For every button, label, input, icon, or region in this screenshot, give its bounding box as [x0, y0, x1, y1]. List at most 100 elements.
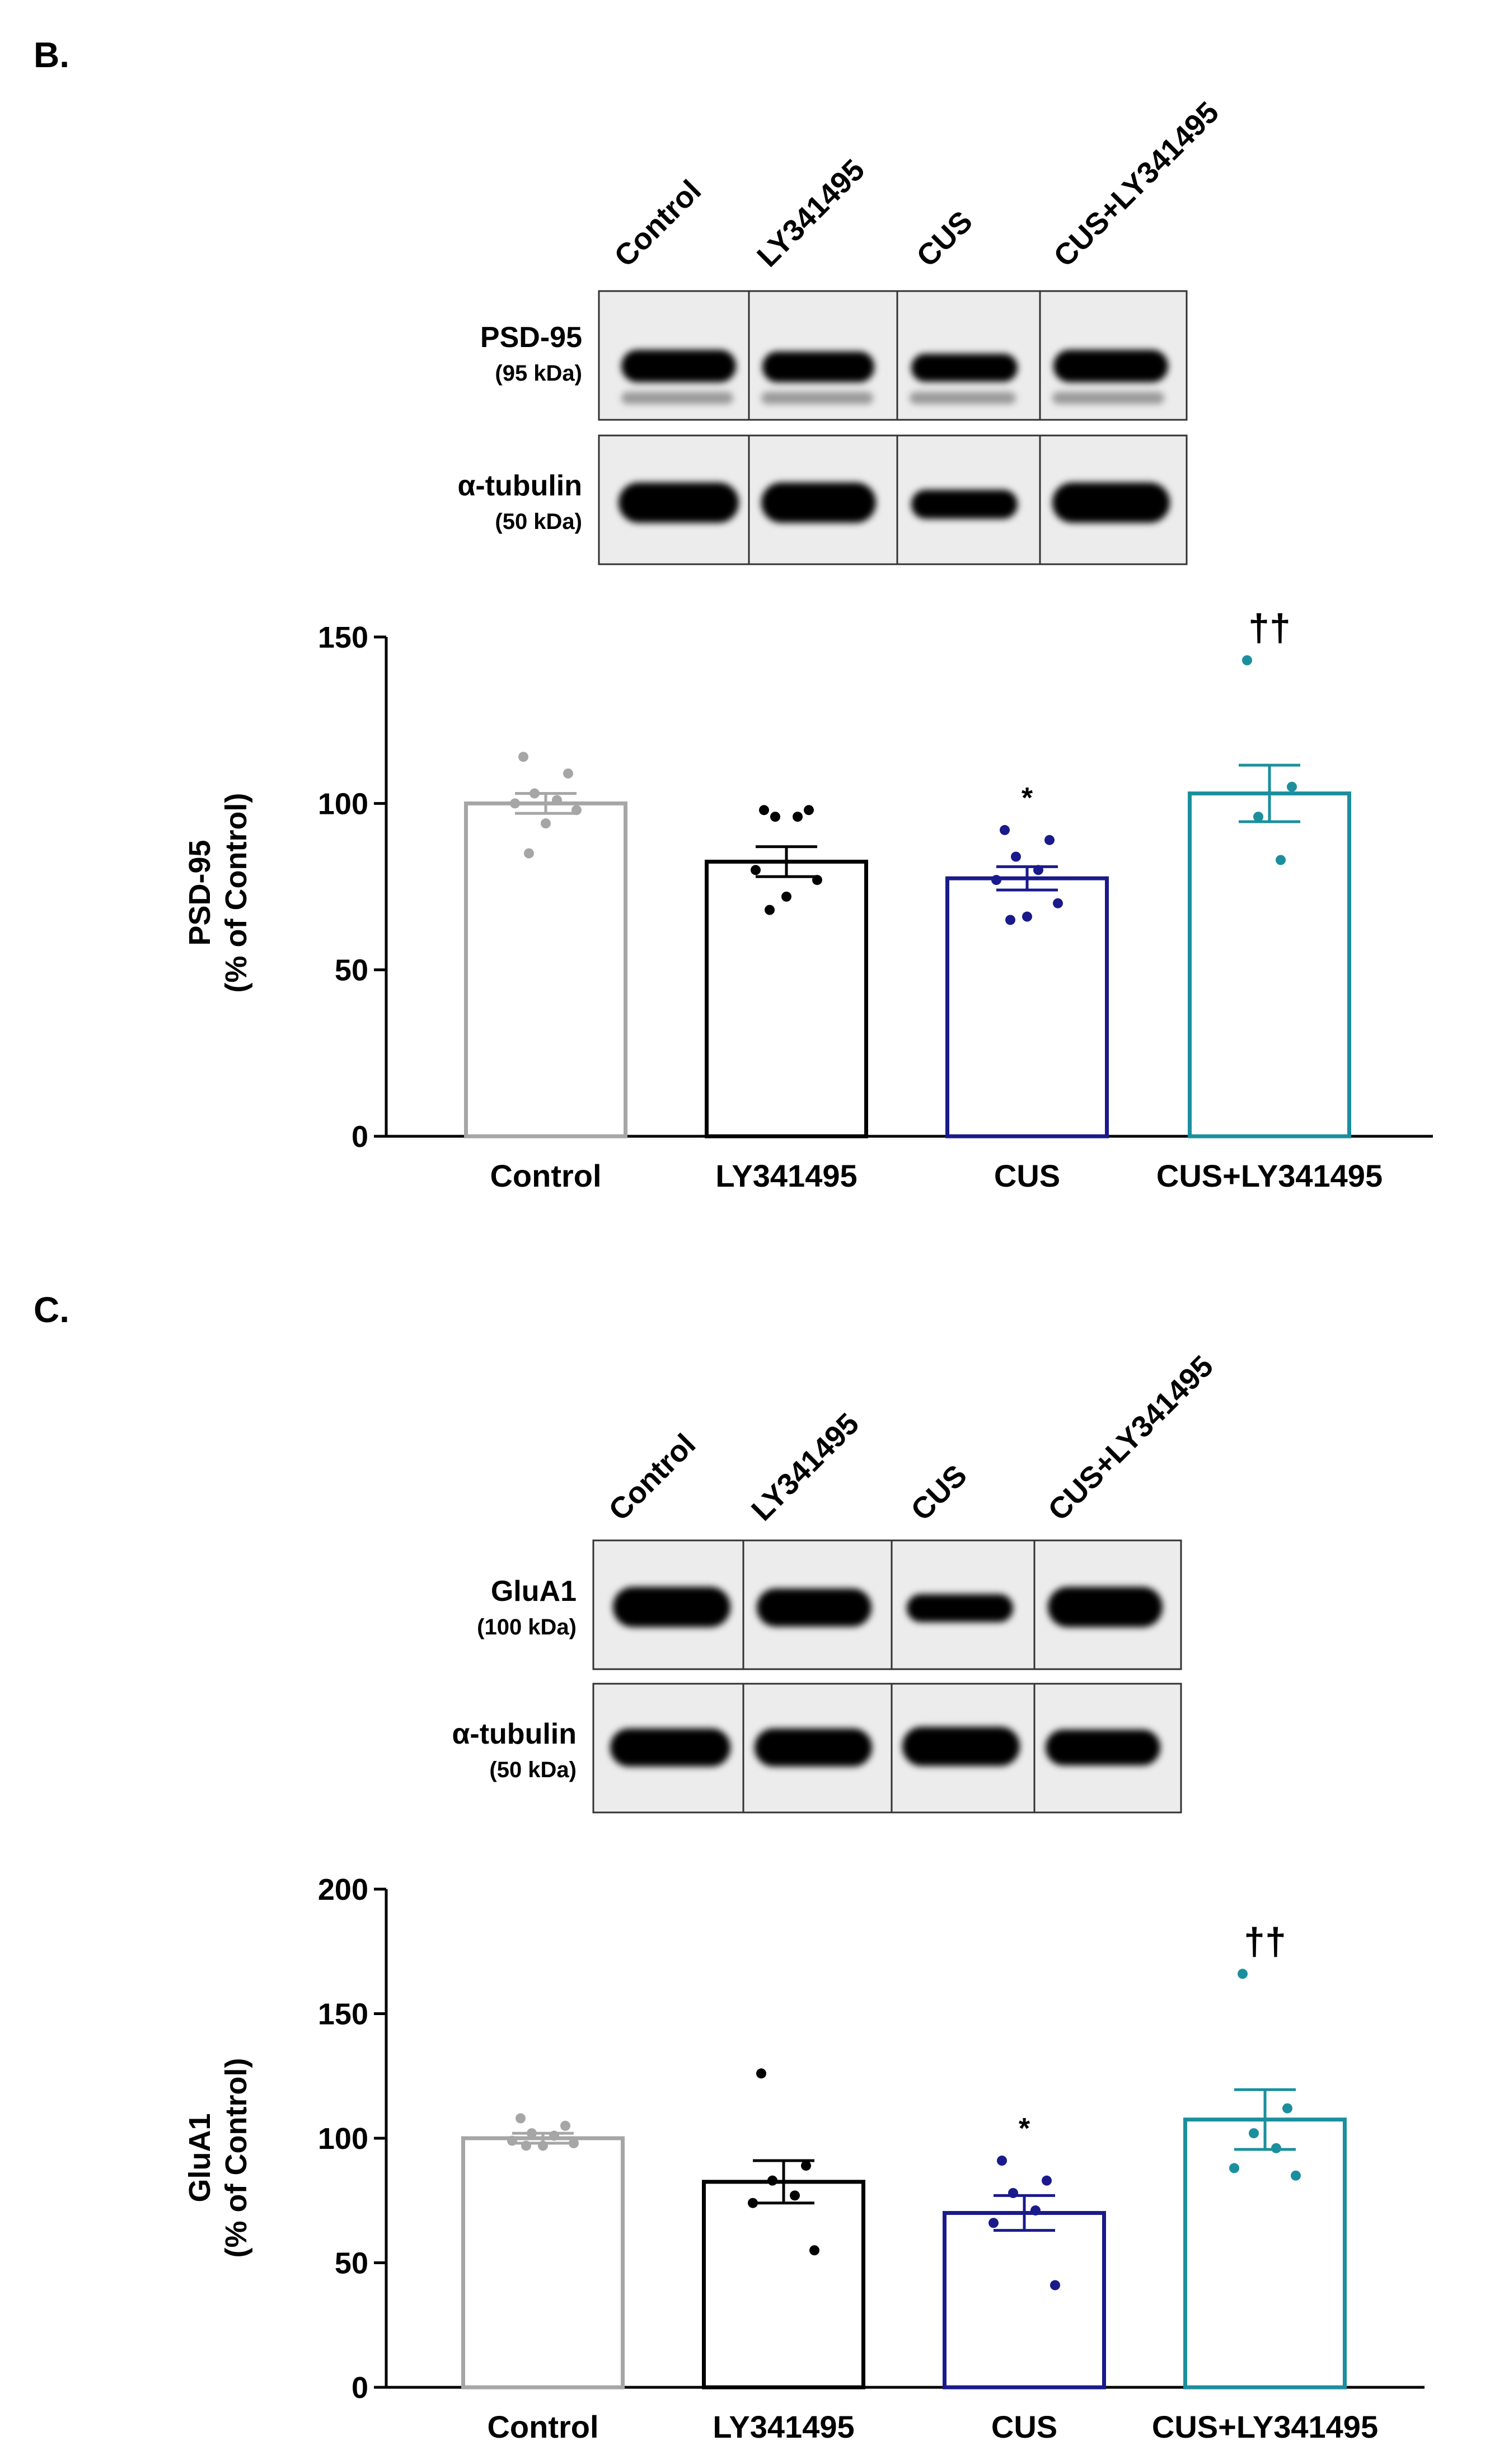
panel-b-lane-labels: Control LY341495 CUS CUS+LY341495	[608, 95, 1225, 273]
panel-c-y-tick-label: 0	[352, 2371, 368, 2405]
panel-c-x-tick-label: CUS	[991, 2409, 1057, 2444]
panel-b-x-tick-label: CUS+LY341495	[1156, 1158, 1383, 1193]
panel-c-letter: C.	[34, 1290, 69, 1330]
panel-b-blot-psd95: PSD-95 (95 kDa)	[480, 290, 1188, 421]
panel-b-data-point	[552, 795, 562, 805]
panel-b-data-point	[1053, 898, 1063, 908]
panel-b-x-tick-label: CUS	[994, 1158, 1060, 1193]
panel-b-data-point	[793, 812, 803, 822]
panel-c-y-tick-label: 100	[318, 2122, 368, 2156]
panel-c: C. Control LY341495 CUS CUS+LY341495 Glu…	[34, 1290, 1425, 2444]
panel-c-y-title: GluA1 (% of Control)	[183, 2058, 253, 2258]
panel-b-significance-label: *	[1022, 782, 1033, 814]
panel-c-data-point	[1030, 2205, 1041, 2216]
panel-c-data-point	[790, 2190, 800, 2201]
panel-b-bar	[464, 801, 627, 1139]
panel-b-data-point	[1011, 851, 1021, 862]
panel-b-data-point	[518, 752, 528, 762]
panel-b-bar	[705, 859, 868, 1139]
panel-b-blot-0-name: PSD-95	[480, 321, 582, 354]
panel-c-data-point	[809, 2245, 819, 2256]
panel-b-data-point	[1253, 812, 1263, 822]
panel-b-x-tick-label: Control	[490, 1158, 601, 1193]
panel-b-y-tick-label: 150	[318, 621, 368, 654]
panel-c-blot-glua1: GluA1 (100 kDa)	[477, 1539, 1182, 1670]
panel-b-y-tick-label: 50	[335, 954, 368, 987]
panel-b-ylabel2: (% of Control)	[219, 793, 253, 993]
panel-c-lane-label-3: CUS+LY341495	[1042, 1349, 1220, 1527]
panel-b-chart: PSD-95 (% of Control) 0 50 100 150 Control LY…	[183, 607, 1433, 1193]
panel-b-blot-1-kda: (50 kDa)	[495, 509, 582, 534]
panel-b-data-point	[530, 788, 540, 799]
panel-b-lane-label-0: Control	[608, 174, 708, 273]
panel-b-data-point	[1276, 855, 1286, 865]
panel-b-data-point	[1000, 825, 1010, 835]
panel-b-y-tick-label: 0	[352, 1120, 368, 1154]
panel-b-y-tick-label: 100	[318, 787, 368, 821]
panel-c-lane-label-0: Control	[602, 1427, 702, 1527]
panel-b-data-point	[524, 848, 534, 859]
panel-c-data-point	[767, 2175, 777, 2186]
panel-c-data-point	[1271, 2143, 1281, 2153]
panel-c-y-tick-label: 200	[318, 1873, 368, 1906]
panel-c-y-tick-label: 50	[335, 2247, 368, 2280]
panel-c-data-point	[516, 2113, 526, 2124]
panel-c-data-point	[1238, 1969, 1248, 1979]
panel-b-data-point	[812, 875, 822, 886]
panel-b-data-point	[1022, 911, 1032, 922]
panel-b-lane-label-1: LY341495	[751, 153, 871, 273]
panel-c-bar	[702, 2180, 865, 2390]
panel-c-x-tick-label: LY341495	[713, 2409, 854, 2444]
panel-b-data-point	[804, 805, 814, 816]
panel-c-data-point	[748, 2198, 758, 2208]
panel-c-blot-tubulin: α-tubulin (50 kDa)	[452, 1683, 1182, 1814]
panel-c-data-point	[1282, 2103, 1292, 2114]
panel-c-bar	[461, 2136, 625, 2390]
panel-b-ylabel: PSD-95	[183, 840, 217, 945]
panel-c-data-point	[1050, 2280, 1060, 2290]
panel-b-blot-1-name: α-tubulin	[457, 470, 582, 502]
panel-c-blot-0-kda: (100 kDa)	[477, 1615, 577, 1639]
panel-c-x-tick-label: CUS+LY341495	[1152, 2409, 1378, 2444]
panel-b-lane-label-2: CUS	[910, 204, 979, 273]
panel-c-blot-1-name: α-tubulin	[452, 1718, 577, 1750]
panel-b-data-point	[1287, 781, 1297, 792]
panel-b-plot: 0 50 100 150 Control LY341495 CUS * CUS+LY341495…	[318, 607, 1433, 1193]
panel-c-data-point	[988, 2218, 999, 2228]
panel-c-data-point	[569, 2138, 579, 2148]
panel-c-data-point	[527, 2128, 537, 2139]
panel-b-y-title: PSD-95 (% of Control)	[183, 793, 253, 993]
panel-b-x-tick-label: LY341495	[715, 1158, 857, 1193]
panel-b-data-point	[563, 768, 573, 779]
panel-c-y-tick-label: 150	[318, 1998, 368, 2031]
panel-b-bar	[1188, 791, 1351, 1139]
panel-c-bar	[943, 2211, 1106, 2390]
panel-c-data-point	[549, 2130, 559, 2141]
panel-c-data-point	[538, 2140, 548, 2151]
panel-b-significance-label: ††	[1248, 607, 1291, 649]
panel-b-data-point	[510, 798, 520, 809]
panel-b: B. Control LY341495 CUS CUS+LY341495 PSD…	[34, 35, 1433, 1193]
panel-c-data-point	[1249, 2128, 1259, 2139]
panel-c-blot-1-kda: (50 kDa)	[489, 1758, 577, 1782]
panel-b-data-point	[759, 805, 769, 816]
panel-c-significance-label: ††	[1244, 1920, 1286, 1962]
panel-b-data-point	[1005, 915, 1015, 925]
panel-b-data-point	[1033, 865, 1043, 875]
panel-c-data-point	[1229, 2163, 1239, 2173]
panel-b-data-point	[541, 818, 551, 829]
panel-c-plot: 0 50 100 150 200 Control LY341495 CUS * CUS+LY341…	[318, 1873, 1425, 2444]
panel-c-data-point	[507, 2135, 517, 2146]
panel-b-blot-0-kda: (95 kDa)	[495, 361, 582, 386]
panel-b-lane-label-3: CUS+LY341495	[1047, 95, 1225, 273]
panel-c-data-point	[521, 2140, 531, 2151]
panel-c-blot-0-name: GluA1	[491, 1575, 577, 1608]
panel-c-ylabel: GluA1	[183, 2113, 217, 2202]
panel-b-data-point	[991, 875, 1001, 886]
panel-c-lane-labels: Control LY341495 CUS CUS+LY341495	[602, 1349, 1220, 1527]
panel-c-ylabel2: (% of Control)	[219, 2058, 253, 2258]
panel-c-lane-label-1: LY341495	[745, 1407, 865, 1527]
panel-c-significance-label: *	[1019, 2112, 1030, 2145]
panel-c-bar	[1183, 2118, 1347, 2390]
